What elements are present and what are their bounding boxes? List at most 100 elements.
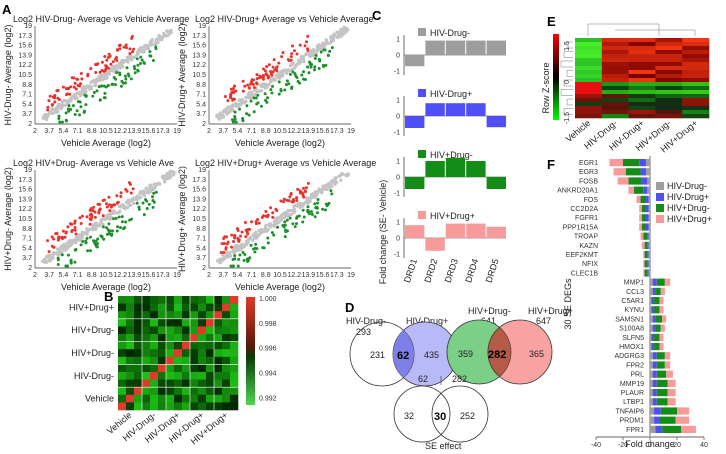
scatter-point-ns — [89, 80, 93, 85]
scatter-point-down — [295, 216, 299, 220]
scatter-point-down — [310, 210, 314, 214]
drd-legend-swatch — [418, 28, 426, 36]
scatter-point-up — [52, 237, 56, 241]
drd-bar — [405, 116, 425, 128]
scatter-point-ns — [222, 108, 226, 113]
drd-legend-label: HIV+Drug+ — [430, 211, 475, 221]
degs-bar-segment — [650, 425, 656, 433]
scatter-point-ns — [124, 58, 128, 63]
scatter-point-down — [233, 257, 237, 261]
scatter-y-tick: 15.6 — [192, 187, 206, 194]
scatter-point-down — [308, 61, 312, 65]
scatter-point-ns — [311, 193, 315, 197]
corr-cell — [158, 326, 167, 335]
degs-x-tick: 40 — [700, 442, 708, 449]
degs-bar-segment — [659, 297, 664, 305]
zscore-cell — [575, 62, 603, 67]
scatter-point-down — [263, 92, 267, 96]
drd-legend-swatch — [418, 211, 426, 219]
degs-gene-label: SLFN5 — [622, 335, 644, 342]
scatter-point-down — [294, 222, 298, 226]
drd-bar — [486, 226, 506, 238]
degs-bar-segment — [660, 407, 677, 415]
degs-bar-segment — [643, 186, 648, 194]
scatter-point-up — [275, 208, 279, 212]
scatter-point-down — [84, 103, 88, 107]
corr-cell — [166, 311, 175, 320]
scatter-point-down — [117, 215, 121, 219]
corr-cell — [174, 334, 183, 342]
scatter-point-down — [105, 232, 109, 236]
corr-row-label: Vehicle — [85, 394, 114, 404]
scatter-point-down — [118, 71, 122, 75]
scatter-point-down — [115, 229, 119, 233]
scatter-point-up — [61, 85, 65, 89]
scatter-point-down — [279, 89, 283, 93]
scatter-y-tick: 5.4 — [22, 101, 32, 108]
scatter-point-down — [309, 65, 313, 69]
scatter-point-down — [64, 119, 68, 123]
scatter-point-ns — [106, 71, 111, 76]
scatter-point-down — [319, 50, 323, 54]
scatter-point-up — [131, 187, 135, 191]
degs-bar-segment — [652, 287, 656, 295]
scatter-point-down — [120, 215, 124, 219]
corr-cell — [206, 334, 215, 342]
scatter-point-up — [52, 245, 56, 249]
scatter-point-up — [272, 58, 276, 62]
degs-bar-segment — [655, 324, 661, 332]
scatter-point-up — [249, 82, 253, 86]
venn1-overlap-count: 62 — [397, 350, 409, 362]
scatter-point-up — [275, 69, 279, 73]
degs-bar-segment — [643, 232, 648, 240]
degs-x-tick: 20 — [673, 442, 681, 449]
scatter-point-up — [232, 239, 236, 243]
scatter-point-down — [124, 220, 128, 224]
scatter-point-up — [108, 203, 112, 207]
corr-cell — [182, 372, 191, 380]
scatter-point-ns — [60, 244, 64, 248]
degs-bar-segment — [667, 379, 676, 387]
scatter-point-down — [124, 81, 128, 85]
scatter-point-ns — [225, 251, 229, 255]
scatter-x-tick: 17.3 — [156, 128, 170, 135]
scatter-point-up — [306, 181, 310, 185]
corr-cell — [118, 402, 127, 411]
corr-cell — [174, 326, 183, 335]
degs-bar-segment — [660, 324, 665, 332]
scatter-point-ns — [242, 243, 247, 248]
scatter-point-up — [127, 181, 131, 185]
degs-legend-label: HIV+Drug- — [667, 203, 710, 213]
scatter-point-down — [246, 259, 250, 263]
zscore-cell — [655, 50, 683, 55]
corr-cell — [206, 402, 215, 411]
scatter-point-up — [239, 234, 243, 238]
scatter-point-down — [69, 261, 73, 265]
corr-cell — [158, 387, 167, 396]
zscore-cell — [575, 98, 603, 103]
venn1-left-only: 231 — [370, 350, 385, 360]
scatter-point-up — [46, 105, 50, 109]
scatter-point-up — [61, 229, 65, 233]
corr-scale-tick: 1.000 — [259, 296, 277, 303]
zscore-cell — [655, 78, 683, 83]
scatter-point-up — [281, 200, 285, 204]
zscore-cell — [575, 114, 603, 119]
scatter-point-up — [260, 215, 264, 219]
scatter-point-down — [310, 212, 314, 216]
corr-cell — [158, 349, 167, 358]
corr-cell — [230, 334, 239, 342]
corr-cell — [142, 303, 151, 312]
zscore-cell — [655, 114, 683, 119]
scatter-point-up — [108, 209, 112, 213]
corr-cell — [126, 296, 135, 304]
scatter-point-down — [64, 111, 68, 115]
degs-bar-segment — [656, 278, 665, 286]
scatter-point-up — [290, 52, 294, 56]
scatter-point-up — [124, 187, 128, 191]
scatter-point-up — [243, 84, 247, 88]
drd-bar — [425, 161, 445, 177]
scatter-point-up — [103, 55, 107, 59]
scatter-point-down — [254, 242, 258, 246]
scatter-point-down — [124, 77, 128, 81]
